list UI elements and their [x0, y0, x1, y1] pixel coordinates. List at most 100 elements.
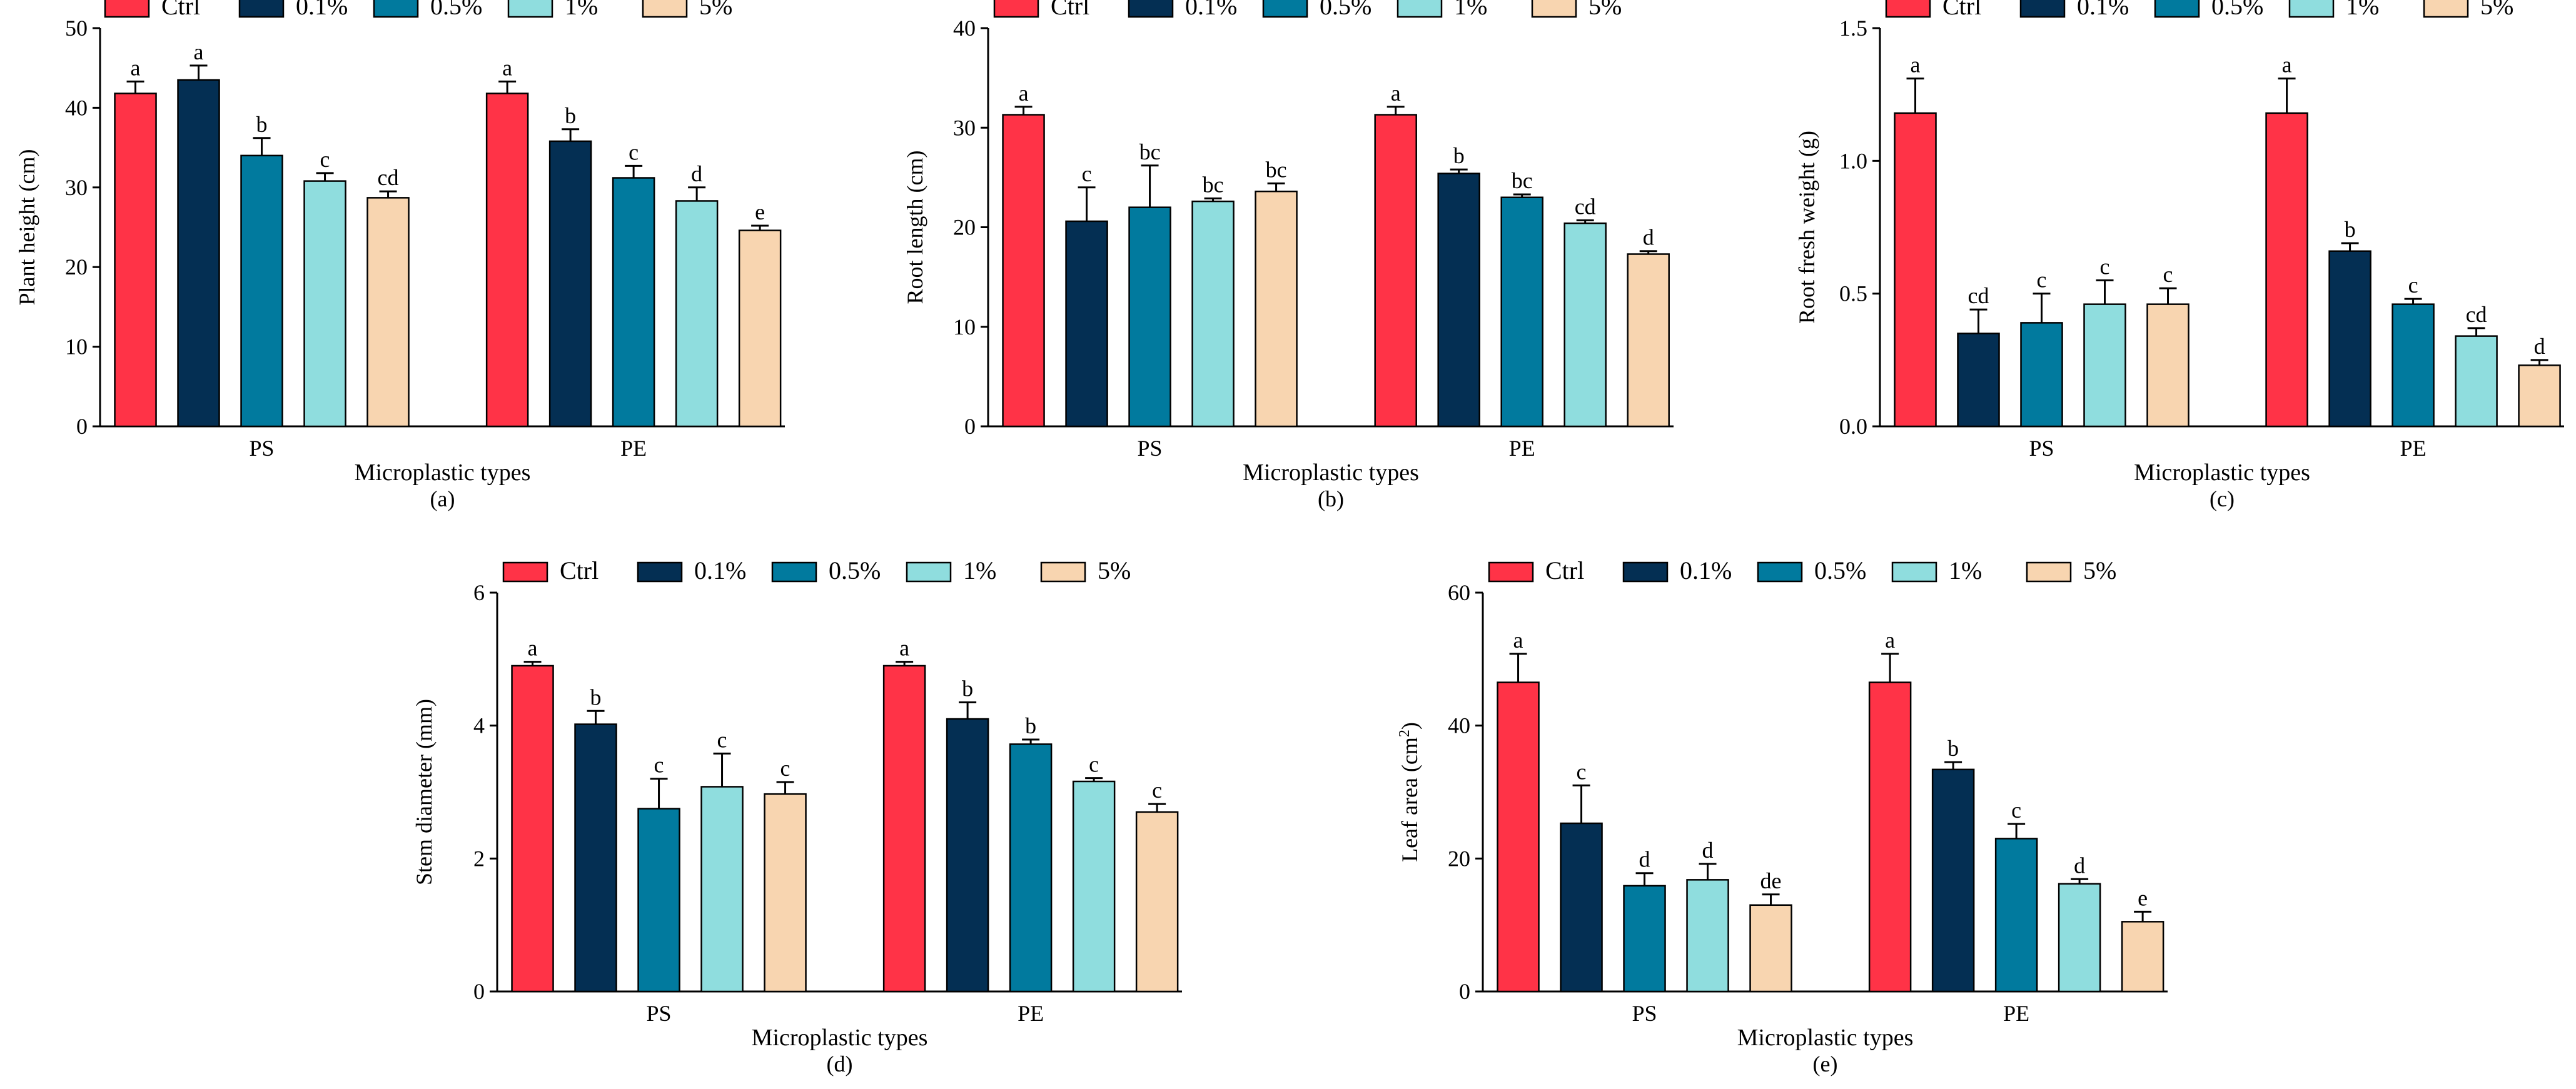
- y-tick-label: 0.0: [1839, 414, 1867, 439]
- x-axis-label: Microplastic types: [355, 459, 531, 486]
- significance-letter: b: [565, 103, 576, 128]
- bar-pe-2: [612, 177, 655, 428]
- legend-swatch: [502, 561, 548, 583]
- legend-swatch: [1040, 561, 1086, 583]
- significance-letter: a: [1911, 53, 1921, 78]
- legend-label: 0.1%: [296, 0, 348, 20]
- legend-swatch: [507, 0, 553, 18]
- significance-letter: c: [2408, 273, 2418, 298]
- bar-ps-3: [303, 180, 346, 428]
- y-tick-label: 20: [1448, 846, 1470, 871]
- legend-swatch: [2019, 0, 2066, 18]
- legend-swatch: [2154, 0, 2200, 18]
- y-tick-label: 4: [473, 713, 485, 738]
- legend-swatch: [642, 0, 688, 18]
- significance-letter: c: [2100, 254, 2110, 279]
- y-axis-label: Stem diameter (mm): [412, 699, 437, 885]
- panel-caption: (b): [1318, 486, 1344, 511]
- y-tick-label: 40: [953, 16, 976, 41]
- legend-label: 0.1%: [694, 556, 746, 585]
- significance-letter: c: [320, 147, 330, 172]
- y-axis-label: Plant height (cm): [14, 149, 39, 306]
- bar-ps-0: [114, 93, 157, 428]
- bar-ps-2: [1128, 206, 1171, 428]
- bar-ps-0: [1894, 112, 1937, 428]
- bar-pe-4: [1135, 811, 1179, 993]
- bar-ps-3: [2083, 303, 2126, 428]
- legend-label: 5%: [1589, 0, 1622, 20]
- significance-letter: d: [1643, 225, 1654, 250]
- bar-ps-1: [1560, 822, 1603, 993]
- legend-swatch: [1128, 0, 1174, 18]
- y-axis-label-end: ): [1397, 722, 1422, 730]
- significance-letter: c: [629, 139, 639, 164]
- bar-pe-3: [1072, 780, 1116, 993]
- y-tick-label: 30: [65, 175, 88, 200]
- legend-swatch: [2423, 0, 2469, 18]
- legend-label: 5%: [699, 0, 732, 20]
- significance-letter: d: [691, 161, 702, 186]
- significance-letter: bc: [1266, 157, 1287, 182]
- significance-letter: a: [1391, 81, 1401, 106]
- legend-swatch: [238, 0, 285, 18]
- y-tick-label: 1.0: [1839, 148, 1867, 173]
- legend-swatch: [637, 561, 683, 583]
- legend-label: 0.5%: [1814, 556, 1866, 585]
- significance-letter: d: [2534, 334, 2545, 359]
- legend-label: 0.1%: [1680, 556, 1732, 585]
- bar-ps-2: [637, 808, 680, 993]
- y-tick-label: 50: [65, 16, 88, 41]
- panel-b-root-length: 0 10 20 30 40 Root length (cm) a c bc bc bc PS a b bc c…: [902, 0, 1674, 511]
- bar-pe-0: [485, 93, 529, 428]
- legend-label: 1%: [2346, 0, 2379, 20]
- significance-letter: c: [2037, 268, 2047, 293]
- bar-ps-0: [511, 665, 554, 993]
- bar-ps-1: [1065, 220, 1108, 428]
- x-tick-label: PS: [2029, 436, 2054, 461]
- bar-pe-2: [2392, 303, 2435, 428]
- bar-pe-1: [1437, 173, 1480, 428]
- y-tick-label: 0: [1459, 979, 1470, 1004]
- x-tick-label: PS: [250, 436, 275, 461]
- legend-label: 0.5%: [829, 556, 881, 585]
- y-tick-label: 10: [65, 334, 88, 359]
- bar-ps-1: [177, 79, 220, 428]
- bar-pe-0: [1868, 681, 1912, 993]
- bar-pe-3: [2455, 335, 2498, 428]
- x-axis-label: Microplastic types: [752, 1025, 928, 1051]
- bar-ps-4: [2146, 303, 2190, 428]
- y-tick-label: 0: [473, 979, 485, 1004]
- panel-caption: (c): [2210, 486, 2235, 511]
- legend-label: 0.5%: [430, 0, 482, 20]
- bar-ps-4: [1255, 190, 1298, 428]
- y-axis-label: Root fresh weight (g): [1794, 131, 1819, 324]
- bar-ps-2: [2020, 322, 2063, 428]
- bar-pe-2: [1994, 838, 2038, 993]
- significance-letter: a: [131, 55, 141, 80]
- bar-pe-2: [1500, 196, 1543, 428]
- legend-swatch: [1488, 561, 1534, 583]
- bar-ps-4: [1749, 904, 1792, 993]
- significance-letter: a: [1019, 81, 1029, 106]
- bar-pe-1: [946, 718, 989, 993]
- y-tick-label: 0: [964, 414, 976, 439]
- bar-pe-2: [1009, 743, 1053, 993]
- y-tick-label: 30: [953, 115, 976, 140]
- y-tick-label: 20: [65, 254, 88, 279]
- legend-swatch: [1891, 561, 1937, 583]
- legend-swatch: [1622, 561, 1669, 583]
- y-tick-label: 20: [953, 215, 976, 240]
- significance-letter: c: [717, 727, 727, 752]
- bar-ps-2: [240, 154, 283, 428]
- legend-label: 0.1%: [1185, 0, 1237, 20]
- significance-letter: e: [2138, 885, 2148, 910]
- x-tick-label: PS: [647, 1001, 672, 1026]
- significance-letter: de: [1760, 868, 1782, 893]
- bar-pe-4: [2518, 364, 2561, 428]
- x-tick-label: PS: [1138, 436, 1163, 461]
- legend-label: 5%: [1098, 556, 1131, 585]
- y-tick-label: 1.5: [1839, 16, 1867, 41]
- significance-letter: b: [962, 676, 973, 701]
- legend-swatch: [1397, 0, 1443, 18]
